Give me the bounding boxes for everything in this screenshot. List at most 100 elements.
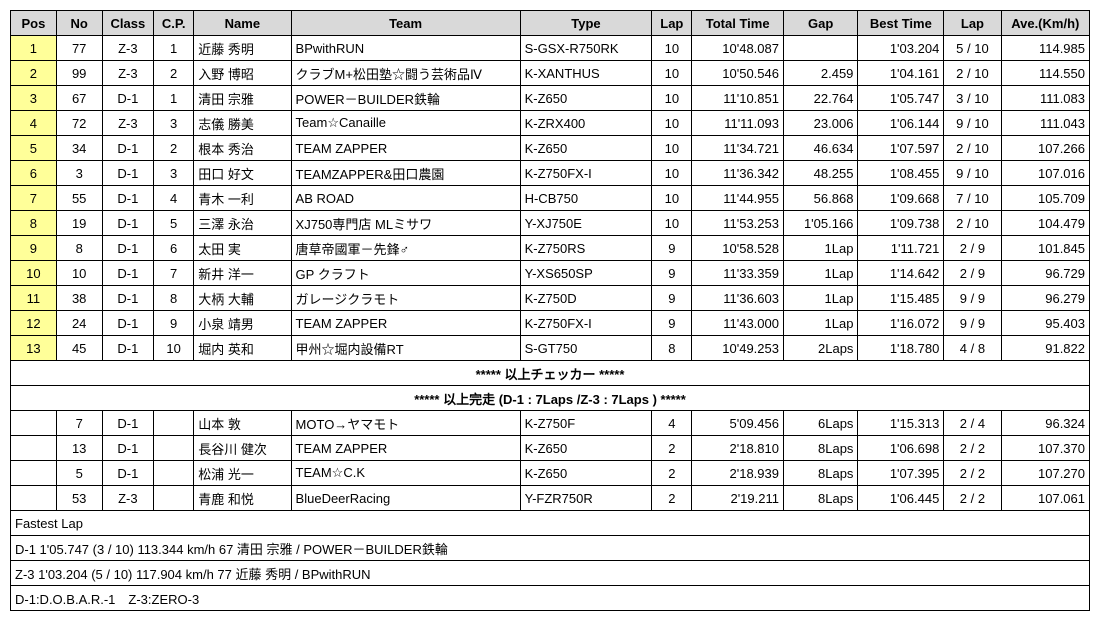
cell-total: 2'18.939 [692, 461, 784, 486]
cell-lap2: 2 / 10 [944, 211, 1001, 236]
cell-class: Z-3 [102, 111, 154, 136]
cell-name: 志儀 勝美 [194, 111, 291, 136]
cell-class: D-1 [102, 186, 154, 211]
cell-class: Z-3 [102, 486, 154, 511]
cell-lap: 10 [652, 161, 692, 186]
table-row: 472Z-33志儀 勝美Team☆CanailleK-ZRX4001011'11… [11, 111, 1090, 136]
cell-pos: 6 [11, 161, 57, 186]
cell-name: 清田 宗雅 [194, 86, 291, 111]
cell-no: 19 [56, 211, 102, 236]
header-cell: Best Time [858, 11, 944, 36]
cell-gap: 1Lap [783, 311, 857, 336]
header-cell: C.P. [154, 11, 194, 36]
table-row: 534D-12根本 秀治TEAM ZAPPERK-Z6501011'34.721… [11, 136, 1090, 161]
cell-team: ガレージクラモト [291, 286, 520, 311]
table-row: 1010D-17新井 洋一GP クラフトY-XS650SP911'33.3591… [11, 261, 1090, 286]
cell-lap2: 2 / 9 [944, 236, 1001, 261]
cell-gap: 6Laps [783, 411, 857, 436]
table-row: 755D-14青木 一利AB ROADH-CB7501011'44.95556.… [11, 186, 1090, 211]
cell-lap: 4 [652, 411, 692, 436]
cell-cp: 7 [154, 261, 194, 286]
cell-cp [154, 486, 194, 511]
cell-lap2: 2 / 10 [944, 61, 1001, 86]
cell-lap: 10 [652, 36, 692, 61]
cell-class: D-1 [102, 136, 154, 161]
cell-gap: 8Laps [783, 436, 857, 461]
cell-class: D-1 [102, 261, 154, 286]
cell-no: 99 [56, 61, 102, 86]
footer-text: Z-3 1'03.204 (5 / 10) 117.904 km/h 77 近藤… [11, 561, 1090, 586]
cell-class: D-1 [102, 336, 154, 361]
cell-team: XJ750専門店 MLミサワ [291, 211, 520, 236]
cell-team: AB ROAD [291, 186, 520, 211]
cell-lap2: 5 / 10 [944, 36, 1001, 61]
footer-text: Fastest Lap [11, 511, 1090, 536]
cell-name: 三澤 永治 [194, 211, 291, 236]
footer-row: Z-3 1'03.204 (5 / 10) 117.904 km/h 77 近藤… [11, 561, 1090, 586]
cell-lap2: 2 / 10 [944, 136, 1001, 161]
cell-best: 1'03.204 [858, 36, 944, 61]
cell-cp: 3 [154, 161, 194, 186]
cell-team: MOTO→ヤマモト [291, 411, 520, 436]
cell-team: TEAM☆C.K [291, 461, 520, 486]
cell-class: D-1 [102, 86, 154, 111]
cell-lap: 2 [652, 486, 692, 511]
cell-gap: 1'05.166 [783, 211, 857, 236]
cell-team: Team☆Canaille [291, 111, 520, 136]
cell-total: 2'18.810 [692, 436, 784, 461]
cell-name: 近藤 秀明 [194, 36, 291, 61]
cell-best: 1'15.485 [858, 286, 944, 311]
cell-class: D-1 [102, 436, 154, 461]
table-row: 63D-13田口 好文TEAMZAPPER&田口農園K-Z750FX-I1011… [11, 161, 1090, 186]
cell-ave: 107.016 [1001, 161, 1089, 186]
cell-class: D-1 [102, 311, 154, 336]
cell-cp: 9 [154, 311, 194, 336]
cell-name: 小泉 靖男 [194, 311, 291, 336]
cell-gap: 48.255 [783, 161, 857, 186]
cell-lap: 10 [652, 86, 692, 111]
cell-lap: 2 [652, 436, 692, 461]
cell-best: 1'05.747 [858, 86, 944, 111]
header-cell: Gap [783, 11, 857, 36]
cell-total: 11'43.000 [692, 311, 784, 336]
separator-text: ***** 以上完走 (D-1 : 7Laps /Z-3 : 7Laps ) *… [11, 386, 1090, 411]
table-row: 367D-11清田 宗雅POWER－BUILDER鉄輪K-Z6501011'10… [11, 86, 1090, 111]
cell-pos: 13 [11, 336, 57, 361]
cell-no: 72 [56, 111, 102, 136]
cell-ave: 107.061 [1001, 486, 1089, 511]
table-row: 1138D-18大柄 大輔ガレージクラモトK-Z750D911'36.6031L… [11, 286, 1090, 311]
cell-class: D-1 [102, 161, 154, 186]
table-row: 53Z-3青鹿 和悦BlueDeerRacingY-FZR750R22'19.2… [11, 486, 1090, 511]
cell-type: Y-FZR750R [520, 486, 652, 511]
cell-name: 大柄 大輔 [194, 286, 291, 311]
results-table: PosNoClassC.P.NameTeamTypeLapTotal TimeG… [10, 10, 1090, 611]
cell-gap: 22.764 [783, 86, 857, 111]
cell-best: 1'14.642 [858, 261, 944, 286]
cell-gap: 46.634 [783, 136, 857, 161]
cell-team: BPwithRUN [291, 36, 520, 61]
cell-best: 1'08.455 [858, 161, 944, 186]
cell-lap: 10 [652, 136, 692, 161]
cell-total: 11'53.253 [692, 211, 784, 236]
footer-row: Fastest Lap [11, 511, 1090, 536]
cell-best: 1'06.698 [858, 436, 944, 461]
cell-ave: 107.266 [1001, 136, 1089, 161]
cell-team: クラブM+松田塾☆闘う芸術品Ⅳ [291, 61, 520, 86]
cell-lap: 9 [652, 311, 692, 336]
cell-ave: 95.403 [1001, 311, 1089, 336]
cell-lap2: 4 / 8 [944, 336, 1001, 361]
table-row: 177Z-31近藤 秀明BPwithRUNS-GSX-R750RK1010'48… [11, 36, 1090, 61]
cell-best: 1'06.445 [858, 486, 944, 511]
cell-no: 55 [56, 186, 102, 211]
cell-best: 1'06.144 [858, 111, 944, 136]
cell-name: 根本 秀治 [194, 136, 291, 161]
table-row: 7D-1山本 敦MOTO→ヤマモトK-Z750F45'09.4566Laps1'… [11, 411, 1090, 436]
cell-lap2: 2 / 2 [944, 436, 1001, 461]
cell-ave: 107.270 [1001, 461, 1089, 486]
cell-no: 13 [56, 436, 102, 461]
cell-no: 38 [56, 286, 102, 311]
cell-class: Z-3 [102, 61, 154, 86]
cell-pos [11, 486, 57, 511]
footer-row: D-1:D.O.B.A.R.-1 Z-3:ZERO-3 [11, 586, 1090, 611]
cell-lap2: 9 / 10 [944, 111, 1001, 136]
